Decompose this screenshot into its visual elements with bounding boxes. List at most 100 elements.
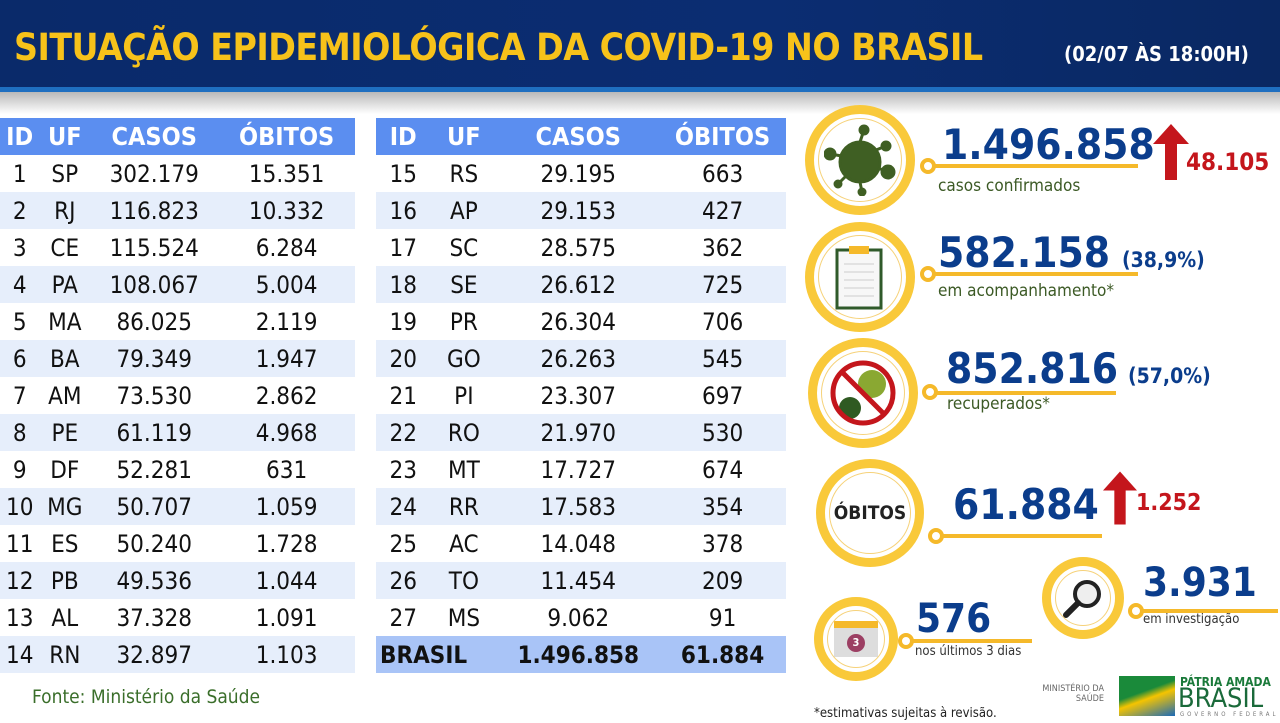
table-cell: 29.153 xyxy=(497,192,660,229)
table-cell: 17.583 xyxy=(497,488,660,525)
table-row: 23 MT 17.727 674 xyxy=(376,451,786,488)
total-row: BRASIL 1.496.858 61.884 xyxy=(376,636,786,673)
last3-label: nos últimos 3 dias xyxy=(915,644,1022,659)
table-cell: 706 xyxy=(701,307,744,336)
column-header: ÓBITOS xyxy=(218,118,355,155)
magnifier-icon xyxy=(1063,580,1101,618)
table-row: 3 CE 115.524 6.284 xyxy=(0,229,355,266)
table-cell: 37.328 xyxy=(116,603,192,632)
table-cell: 13 xyxy=(5,603,34,632)
clipboard-icon xyxy=(835,246,883,310)
table-row: 16 AP 29.153 427 xyxy=(376,192,786,229)
table-cell: RS xyxy=(449,159,479,188)
table-row: 15 RS 29.195 663 xyxy=(376,155,786,192)
table-row: 18 SE 26.612 725 xyxy=(376,266,786,303)
table-cell: 5.004 xyxy=(218,266,355,303)
table-row: 21 PI 23.307 697 xyxy=(376,377,786,414)
table-cell: 8 xyxy=(0,414,40,451)
column-header: ID xyxy=(376,118,431,155)
table-cell: 2.862 xyxy=(255,381,318,410)
table-cell: 530 xyxy=(659,414,786,451)
table-cell: 10.332 xyxy=(218,192,355,229)
table-cell: 362 xyxy=(701,233,744,262)
table-cell: MT xyxy=(447,455,480,484)
table-cell: 4 xyxy=(0,266,40,303)
table-cell: TO xyxy=(430,562,498,599)
table-cell: 2.119 xyxy=(255,307,318,336)
table-cell: 16 xyxy=(376,192,431,229)
no-virus-icon xyxy=(830,360,896,426)
table-row: 22 RO 21.970 530 xyxy=(376,414,786,451)
government-logo xyxy=(1119,676,1175,716)
table-row: 26 TO 11.454 209 xyxy=(376,562,786,599)
table-cell: 9.062 xyxy=(547,603,610,632)
table-cell: PE xyxy=(39,414,91,451)
banner-shadow xyxy=(0,92,1280,114)
table-cell: 6.284 xyxy=(255,233,318,262)
table-header: ID UF CASOS ÓBITOS xyxy=(376,118,786,155)
virus-icon xyxy=(824,124,896,196)
table-cell: 26 xyxy=(376,562,431,599)
table-cell: 52.281 xyxy=(116,455,192,484)
table-cell: 19 xyxy=(389,307,417,336)
total-label: BRASIL xyxy=(376,636,498,673)
table-cell: MS xyxy=(447,603,481,632)
table-cell: AM xyxy=(48,381,82,410)
table-row: 10 MG 50.707 1.059 xyxy=(0,488,355,525)
table-cell: 91 xyxy=(708,603,737,632)
gov-line2: BRASIL xyxy=(1178,683,1264,714)
table-cell: 21 xyxy=(389,381,417,410)
states-table-left: ID UF CASOS ÓBITOS 1 SP 302.179 15.351 2 RJ 116.82… xyxy=(0,118,355,673)
table-cell: 631 xyxy=(266,455,308,484)
table-cell: 725 xyxy=(659,266,786,303)
table-row: 2 RJ 116.823 10.332 xyxy=(0,192,355,229)
page-title: SITUAÇÃO EPIDEMIOLÓGICA DA COVID-19 NO B… xyxy=(14,26,983,69)
table-cell: 26.304 xyxy=(540,307,616,336)
table-cell: 427 xyxy=(659,192,786,229)
table-cell: SE xyxy=(430,266,498,303)
recovered-label: recuperados* xyxy=(947,394,1050,414)
column-header: ÓBITOS xyxy=(659,118,786,155)
table-cell: GO xyxy=(430,340,498,377)
table-cell: 10 xyxy=(0,488,40,525)
table-cell: 1.059 xyxy=(218,488,355,525)
table-row: 9 DF 52.281 631 xyxy=(0,451,355,488)
confirmed-increase: 48.105 xyxy=(1186,148,1270,176)
table-row: 20 GO 26.263 545 xyxy=(376,340,786,377)
calendar-day: 3 xyxy=(847,633,865,652)
confirmed-value: 1.496.858 xyxy=(942,120,1155,169)
table-cell: 108.067 xyxy=(90,266,219,303)
table-cell: AL xyxy=(51,603,79,632)
table-row: 12 PB 49.536 1.044 xyxy=(0,562,355,599)
footnote: *estimativas sujeitas à revisão. xyxy=(814,706,997,721)
table-cell: 27 xyxy=(389,603,417,632)
table-cell: PI xyxy=(454,381,474,410)
table-cell: 25 xyxy=(389,529,417,558)
table-cell: 674 xyxy=(701,455,744,484)
recovered-circle xyxy=(808,338,918,448)
recovered-percent: (57,0%) xyxy=(1128,364,1211,388)
table-cell: PA xyxy=(39,266,91,303)
column-header: UF xyxy=(430,118,498,155)
confirmed-label: casos confirmados xyxy=(938,176,1081,196)
table-cell: 23.307 xyxy=(540,381,616,410)
table-cell: 1 xyxy=(12,159,27,188)
total-deaths: 61.884 xyxy=(659,636,786,673)
table-cell: MA xyxy=(48,307,82,336)
table-row: 11 ES 50.240 1.728 xyxy=(0,525,355,562)
calendar-icon: 3 xyxy=(834,621,878,657)
table-cell: 86.025 xyxy=(116,307,192,336)
table-cell: 28.575 xyxy=(540,233,616,262)
table-cell: 378 xyxy=(701,529,744,558)
column-header: UF xyxy=(39,118,91,155)
table-cell: 18 xyxy=(376,266,431,303)
table-cell: 1.103 xyxy=(218,636,355,673)
table-cell: 4.968 xyxy=(218,414,355,451)
table-cell: 697 xyxy=(701,381,744,410)
table-cell: 2 xyxy=(0,192,40,229)
deaths-circle: ÓBITOS xyxy=(816,459,924,567)
table-cell: AC xyxy=(449,529,479,558)
table-cell: 23 xyxy=(389,455,417,484)
table-cell: 50.707 xyxy=(90,488,219,525)
table-cell: 115.524 xyxy=(109,233,199,262)
